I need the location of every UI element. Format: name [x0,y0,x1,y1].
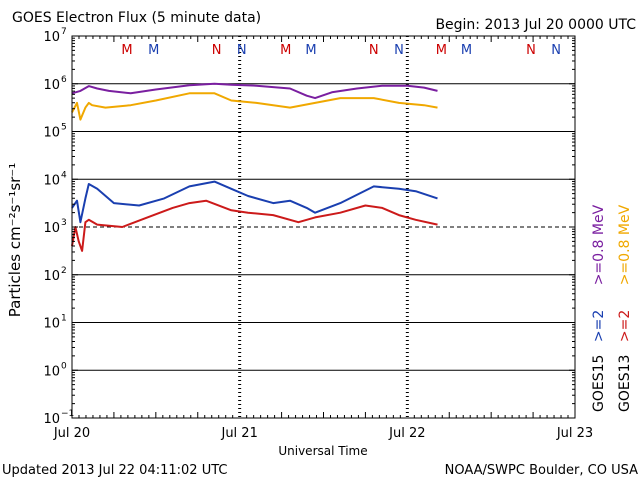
legend-goes15-high: >=0.8 MeV [591,204,607,285]
x-axis-label: Universal Time [278,444,367,458]
begin-label: Begin: 2013 Jul 20 0000 UTC [435,17,636,33]
y-tick-exponent: 7 [61,27,67,37]
legend-goes13-low: >=2 [617,310,633,342]
mn-marker: N [526,43,536,58]
y-tick-label: 10 [43,221,60,236]
y-tick-exponent: 4 [61,170,67,180]
y-tick-label: 10 [43,412,60,427]
legend-goes13-high: >=0.8 MeV [617,204,633,285]
y-tick-label: 10 [43,269,60,284]
x-tick-label: Jul 23 [556,426,593,441]
mn-marker: N [551,43,561,58]
y-axis-label: Particles cm⁻²s⁻¹sr⁻¹ [6,163,24,317]
y-tick-label: 10 [43,126,60,141]
x-tick-label: Jul 20 [53,426,90,441]
updated-label: Updated 2013 Jul 22 04:11:02 UTC [2,463,227,478]
mn-marker: M [280,43,291,58]
y-tick-label: 10 [43,317,60,332]
mn-marker: M [305,43,316,58]
legend-goes13-satellite: GOES13 [617,355,633,412]
y-tick-label: 10 [43,364,60,379]
mn-marker: N [369,43,379,58]
y-tick-exponent: 6 [61,75,67,85]
y-tick-exponent: −1 [61,409,74,419]
legend-goes15-low: >=2 [591,310,607,342]
y-tick-exponent: 1 [61,314,67,324]
legend-goes15-text: GOES15 >=2 >=0.8 MeV [591,204,607,412]
series-line-0 [71,82,438,100]
decade-gridlines [72,83,575,371]
x-axis-ticks: Jul 20 Jul 21 Jul 22 Jul 23 [53,36,593,441]
mn-marker: M [461,43,472,58]
mn-marker: N [394,43,404,58]
y-tick-exponent: 3 [61,218,67,228]
series-line-2 [71,180,438,224]
legend-goes15-satellite: GOES15 [591,355,607,412]
series-lines [71,82,438,252]
y-tick-exponent: 5 [61,123,67,133]
y-tick-label: 10 [43,173,60,188]
y-tick-label: 10 [43,30,60,45]
mn-marker: N [212,43,222,58]
y-tick-label: 10 [43,78,60,93]
legend-goes15: GOES15 >=2 >=0.8 MeV [591,204,607,412]
x-tick-label: Jul 21 [220,426,257,441]
legend-goes13: GOES13 >=2 >=0.8 MeV [617,204,633,412]
mn-marker: M [436,43,447,58]
series-line-3 [71,199,438,252]
credit-label: NOAA/SWPC Boulder, CO USA [445,463,638,478]
mn-marker: M [121,43,132,58]
mn-marker: N [237,43,247,58]
series-line-1 [71,92,438,121]
x-tick-label: Jul 22 [388,426,425,441]
legend-goes13-text: GOES13 >=2 >=0.8 MeV [617,204,633,412]
mn-marker: M [148,43,159,58]
y-tick-exponent: 0 [61,361,67,371]
y-tick-exponent: 2 [61,266,67,276]
chart-title: GOES Electron Flux (5 minute data) [12,10,261,26]
